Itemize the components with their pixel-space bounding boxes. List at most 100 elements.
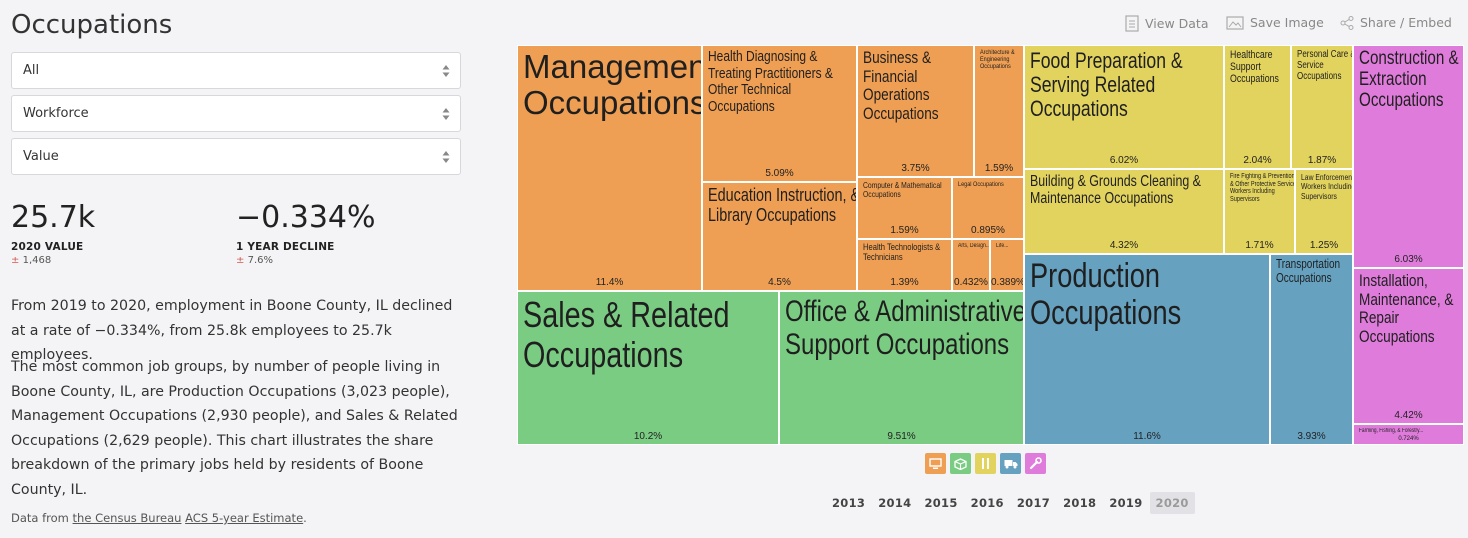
treemap-cell-label: Law Enforcement Workers Including Superv…: [1301, 172, 1353, 201]
treemap-cell-personal-care-service-occupations[interactable]: Personal Care & Service Occupations 1.87%: [1291, 45, 1353, 169]
view-data-label: View Data: [1145, 16, 1209, 31]
treemap-cell-healthcare-support-occupations[interactable]: Healthcare Support Occupations 2.04%: [1224, 45, 1291, 169]
share-icon: [1340, 15, 1354, 30]
year-button-2020[interactable]: 2020: [1149, 492, 1195, 514]
year-button-2018[interactable]: 2018: [1063, 496, 1097, 510]
filter-select-value: Workforce: [23, 106, 89, 121]
treemap-cell-installation-maintenance-repair-occupations[interactable]: Installation, Maintenance, & Repair Occu…: [1353, 268, 1464, 424]
treemap-cell-label: Food Preparation & Serving Related Occup…: [1030, 48, 1183, 122]
treemap-cell-management-occupations[interactable]: Management Occupations 11.4%: [517, 45, 702, 291]
treemap-cell-fire-fighting-prevention-other-protective-service-workers-including-supervisors[interactable]: Fire Fighting & Prevention, & Other Prot…: [1224, 169, 1295, 254]
treemap-cell-education-instruction-library-occupations[interactable]: Education Instruction, & Library Occupat…: [702, 182, 857, 291]
filter-select-2[interactable]: Workforce: [11, 95, 461, 132]
year-selector: 2013 2014 2015 2016 2017 2018 2019 2020: [826, 492, 1195, 514]
source-link-census[interactable]: the Census Bureau: [72, 511, 182, 525]
treemap-cell-business-financial-operations-occupations[interactable]: Business & Financial Operations Occupati…: [857, 45, 974, 177]
source-note: Data from the Census Bureau ACS 5-year E…: [11, 511, 307, 525]
treemap-cell-value: 1.71%: [1245, 240, 1274, 251]
treemap-cell-value: 1.59%: [890, 225, 919, 236]
treemap-cell-arts-design[interactable]: Arts, Design... 0.432%: [952, 239, 990, 291]
stat-value: −0.334%: [236, 200, 376, 235]
treemap-cell-label: Life...: [996, 243, 1009, 249]
treemap-cell-value: 4.42%: [1394, 410, 1423, 421]
occupation-treemap: Management Occupations 11.4% Health Diagno…: [517, 45, 1464, 445]
year-button-2017[interactable]: 2017: [1016, 496, 1051, 510]
share-embed-button[interactable]: Share / Embed: [1340, 15, 1452, 30]
box-icon[interactable]: [950, 453, 971, 474]
treemap-cell-value: 11.6%: [1133, 431, 1161, 442]
treemap-cell-farming-fishing-forestry[interactable]: Farming, Fishing, & Forestry... 0.724%: [1353, 424, 1464, 445]
year-button-2015[interactable]: 2015: [924, 496, 958, 510]
treemap-cell-label: Healthcare Support Occupations: [1230, 49, 1279, 86]
treemap-cell-value: 4.32%: [1109, 240, 1139, 251]
treemap-cell-label: Business & Financial Operations Occupati…: [863, 48, 939, 124]
description-paragraph-2: The most common job groups, by number of…: [11, 359, 458, 498]
stat-moe: ± 1,468: [11, 255, 52, 266]
stat-2020-value: 25.7k 2020 VALUE ± 1,468: [11, 200, 95, 266]
treemap-cell-sales-related-occupations[interactable]: Sales & Related Occupations 10.2%: [517, 291, 779, 445]
view-data-button[interactable]: View Data: [1125, 15, 1208, 32]
treemap-cell-value: 0.895%: [971, 225, 1005, 236]
treemap-cell-value: 6.03%: [1394, 254, 1423, 265]
treemap-cell-value: 0.432%: [954, 277, 988, 288]
treemap-cell-health-technologists-technicians[interactable]: Health Technologists & Technicians 1.39%: [857, 239, 952, 291]
treemap-cell-health-diagnosing-treating-practitioners-other-technical-occupations[interactable]: Health Diagnosing & Treating Practitione…: [702, 45, 857, 182]
description-paragraph-1: From 2019 to 2020, employment in Boone C…: [11, 298, 453, 363]
treemap-cell-food-preparation-serving-related-occupations[interactable]: Food Preparation & Serving Related Occup…: [1024, 45, 1224, 169]
save-image-button[interactable]: Save Image: [1226, 15, 1324, 30]
filter-select-3[interactable]: Value: [11, 138, 461, 175]
treemap-cell-life[interactable]: Life... 0.389%: [990, 239, 1024, 291]
treemap-cell-construction-extraction-occupations[interactable]: Construction & Extraction Occupations 6.0…: [1353, 45, 1464, 268]
treemap-cell-label: Construction & Extraction Occupations: [1359, 48, 1459, 111]
treemap-cell-label: Health Technologists & Technicians: [863, 242, 941, 264]
year-button-2014[interactable]: 2014: [878, 496, 912, 510]
stat-label: 1 YEAR DECLINE: [236, 241, 335, 253]
treemap-cell-value: 3.93%: [1297, 431, 1326, 442]
treemap-cell-value: 9.51%: [887, 431, 916, 442]
monitor-icon[interactable]: [925, 453, 946, 474]
filter-select-value: All: [23, 63, 40, 78]
fork-knife-icon[interactable]: [975, 453, 996, 474]
sort-caret-icon: [442, 108, 450, 120]
treemap-cell-label: Computer & Mathematical Occupations: [863, 180, 942, 200]
year-button-2013[interactable]: 2013: [832, 496, 866, 510]
filter-select-1[interactable]: All: [11, 52, 461, 89]
treemap-cell-label: Education Instruction, & Library Occupat…: [708, 185, 857, 225]
left-panel: Occupations All Workforce Value 25.7k 20…: [0, 0, 475, 538]
year-button-2019[interactable]: 2019: [1109, 496, 1143, 510]
stat-label: 2020 VALUE: [11, 241, 84, 253]
treemap-cell-value: 4.5%: [768, 277, 791, 288]
page-title: Occupations: [11, 10, 173, 40]
treemap-cell-label: Transportation Occupations: [1276, 257, 1341, 285]
treemap-cell-legal-occupations[interactable]: Legal Occupations 0.895%: [952, 177, 1024, 239]
treemap-cell-label: Farming, Fishing, & Forestry...: [1359, 428, 1424, 434]
treemap-cell-value: 0.724%: [1398, 436, 1419, 442]
treemap-cell-transportation-occupations[interactable]: Transportation Occupations 3.93%: [1270, 254, 1353, 445]
treemap-cell-value: 5.09%: [765, 168, 794, 179]
image-icon: [1226, 15, 1244, 30]
treemap-cell-law-enforcement-workers-including-supervisors[interactable]: Law Enforcement Workers Including Superv…: [1295, 169, 1353, 254]
sort-caret-icon: [442, 151, 450, 163]
treemap-cell-label: Arts, Design...: [958, 243, 990, 249]
treemap-cell-computer-mathematical-occupations[interactable]: Computer & Mathematical Occupations 1.59%: [857, 177, 952, 239]
treemap-cell-label: Sales & Related Occupations: [523, 294, 730, 375]
wrench-icon[interactable]: [1025, 453, 1046, 474]
treemap-cell-label: Building & Grounds Cleaning & Maintenanc…: [1030, 173, 1201, 208]
treemap-cell-label: Production Occupations: [1030, 257, 1182, 333]
treemap-cell-architecture-engineering-occupations[interactable]: Architecture & Engineering Occupations 1.…: [974, 45, 1024, 177]
sort-caret-icon: [442, 65, 450, 77]
treemap-cell-production-occupations[interactable]: Production Occupations 11.6%: [1024, 254, 1270, 445]
treemap-cell-building-grounds-cleaning-maintenance-occupations[interactable]: Building & Grounds Cleaning & Maintenanc…: [1024, 169, 1224, 254]
treemap-cell-value: 6.02%: [1109, 155, 1139, 166]
year-button-2016[interactable]: 2016: [970, 496, 1004, 510]
stat-moe: ± 7.6%: [236, 255, 273, 266]
treemap-cell-label: Architecture & Engineering Occupations: [980, 49, 1015, 71]
treemap-cell-label: Fire Fighting & Prevention, & Other Prot…: [1230, 173, 1295, 204]
treemap-cell-value: 1.25%: [1309, 240, 1339, 251]
treemap-cell-label: Office & Administrative Support Occupati…: [785, 295, 1024, 361]
source-link-acs[interactable]: ACS 5-year Estimate: [185, 511, 304, 525]
treemap-cell-value: 1.59%: [984, 163, 1014, 174]
treemap-cell-label: Installation, Maintenance, & Repair Occu…: [1359, 271, 1454, 347]
treemap-cell-office-administrative-support-occupations[interactable]: Office & Administrative Support Occupati…: [779, 291, 1024, 445]
truck-icon[interactable]: [1000, 453, 1021, 474]
